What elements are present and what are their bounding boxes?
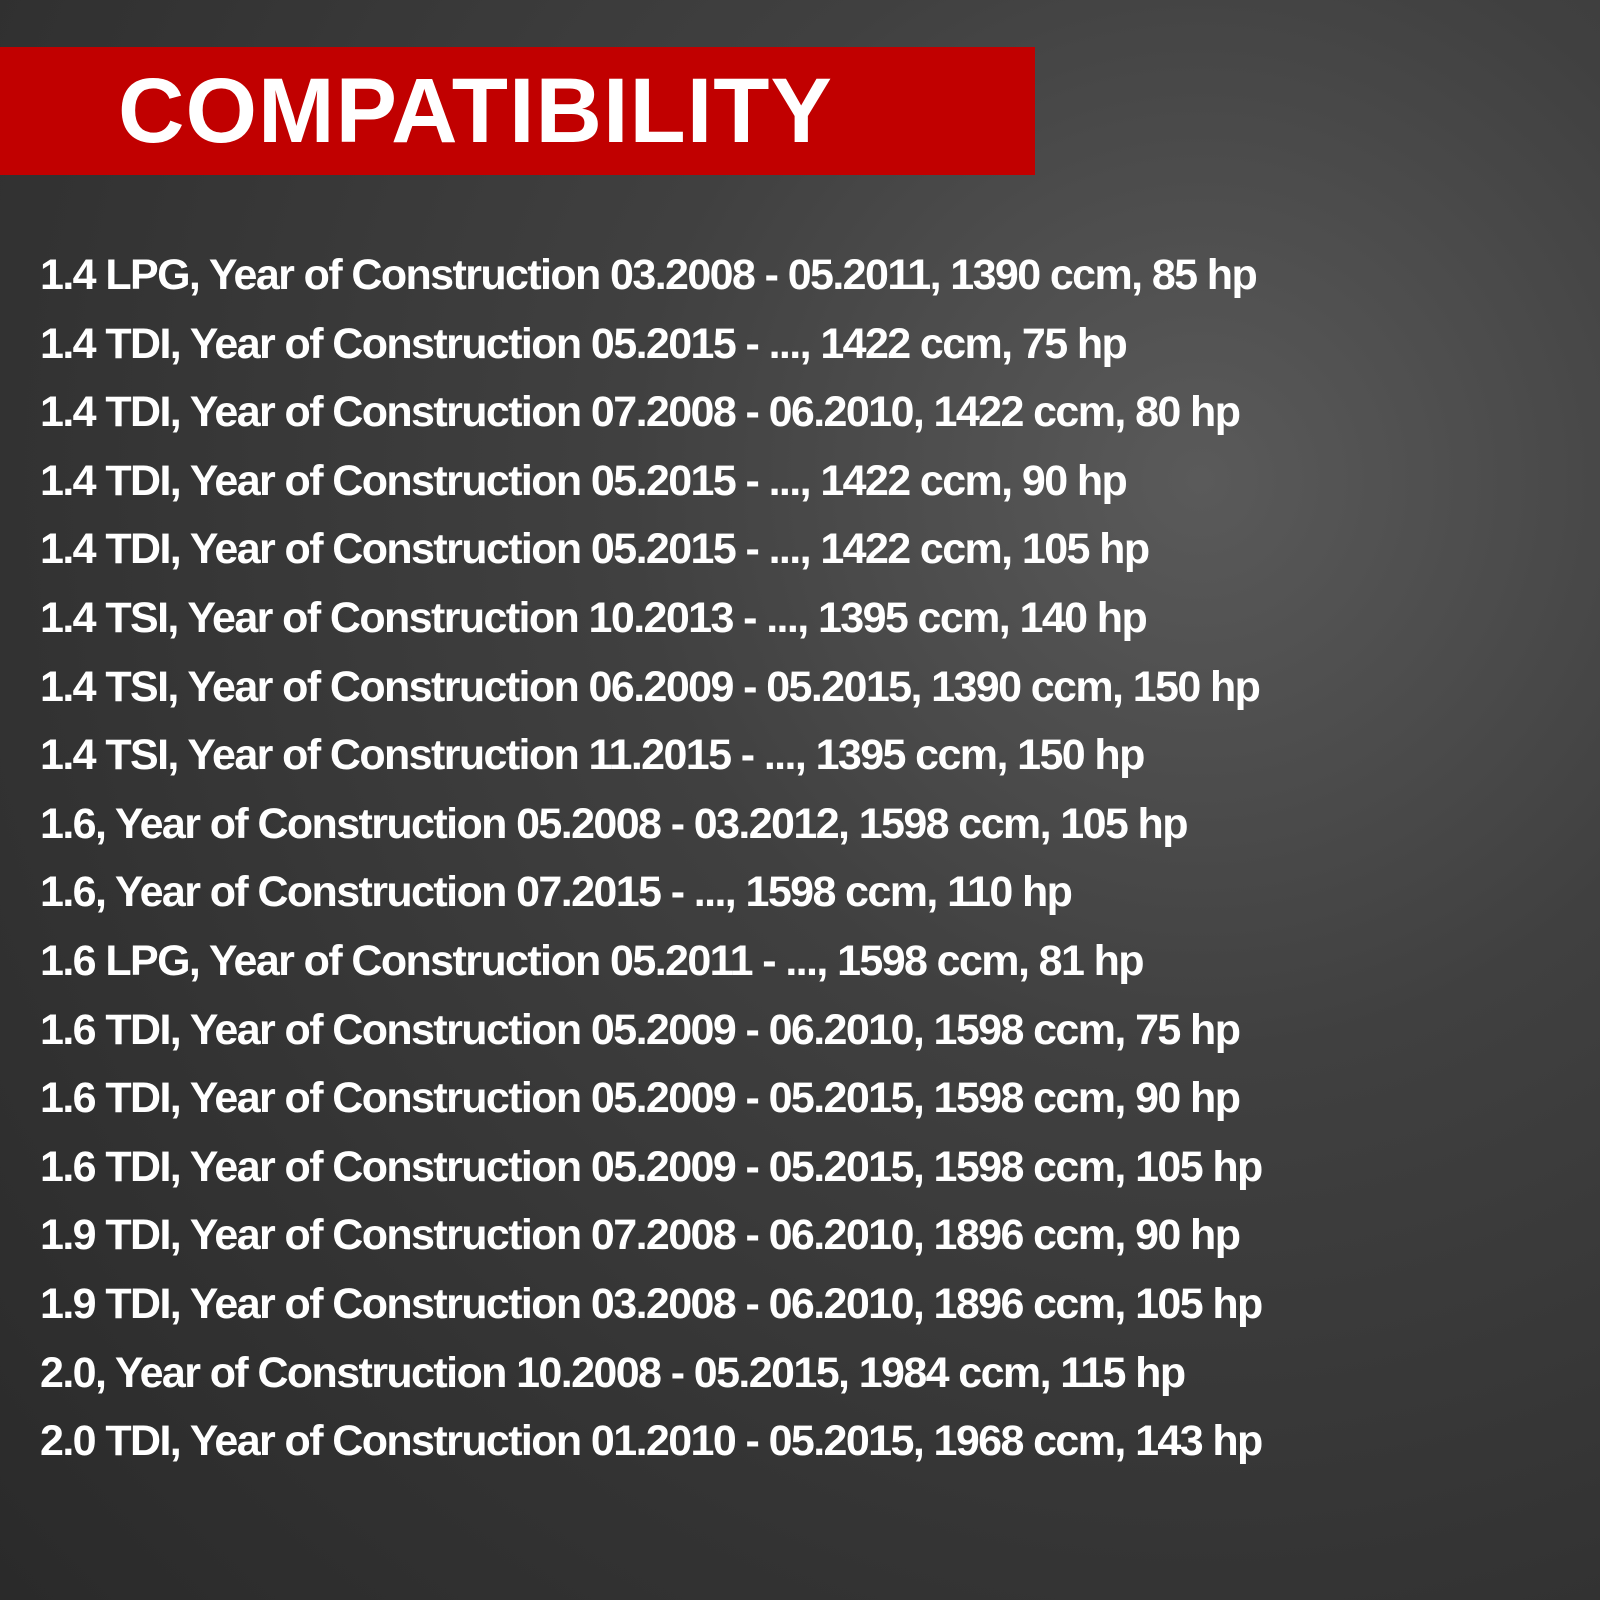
compat-item: 1.4 TDI, Year of Construction 05.2015 - … [40,525,1150,574]
compat-item: 1.6 LPG, Year of Construction 05.2011 - … [40,937,1145,985]
compat-item: 1.4 TSI, Year of Construction 10.2013 - … [40,594,1148,642]
compat-item: 1.4 TSI, Year of Construction 11.2015 - … [40,731,1145,780]
title-banner [0,47,1035,175]
compat-item: 1.6, Year of Construction 05.2008 - 03.2… [40,799,1188,848]
compat-item: 1.9 TDI, Year of Construction 07.2008 - … [40,1211,1241,1260]
compat-item: 1.4 TDI, Year of Construction 07.2008 - … [40,388,1241,437]
title: COMPATIBILITY [118,60,833,162]
compat-item: 1.6 TDI, Year of Construction 05.2009 - … [40,1074,1241,1123]
compat-item: 1.6 TDI, Year of Construction 05.2009 - … [40,1142,1263,1191]
compat-item: 1.6 TDI, Year of Construction 05.2009 - … [40,1005,1241,1054]
compat-item: 1.4 TDI, Year of Construction 05.2015 - … [40,319,1128,368]
compat-item: 1.4 TSI, Year of Construction 06.2009 - … [40,662,1261,711]
compat-item: 1.4 LPG, Year of Construction 03.2008 - … [40,251,1258,299]
compat-item: 1.4 TDI, Year of Construction 05.2015 - … [40,456,1128,505]
compat-item: 1.9 TDI, Year of Construction 03.2008 - … [40,1280,1263,1328]
compat-item: 2.0 TDI, Year of Construction 01.2010 - … [40,1417,1263,1466]
compat-item: 2.0, Year of Construction 10.2008 - 05.2… [40,1348,1186,1397]
compat-item: 1.6, Year of Construction 07.2015 - ...,… [40,868,1073,917]
